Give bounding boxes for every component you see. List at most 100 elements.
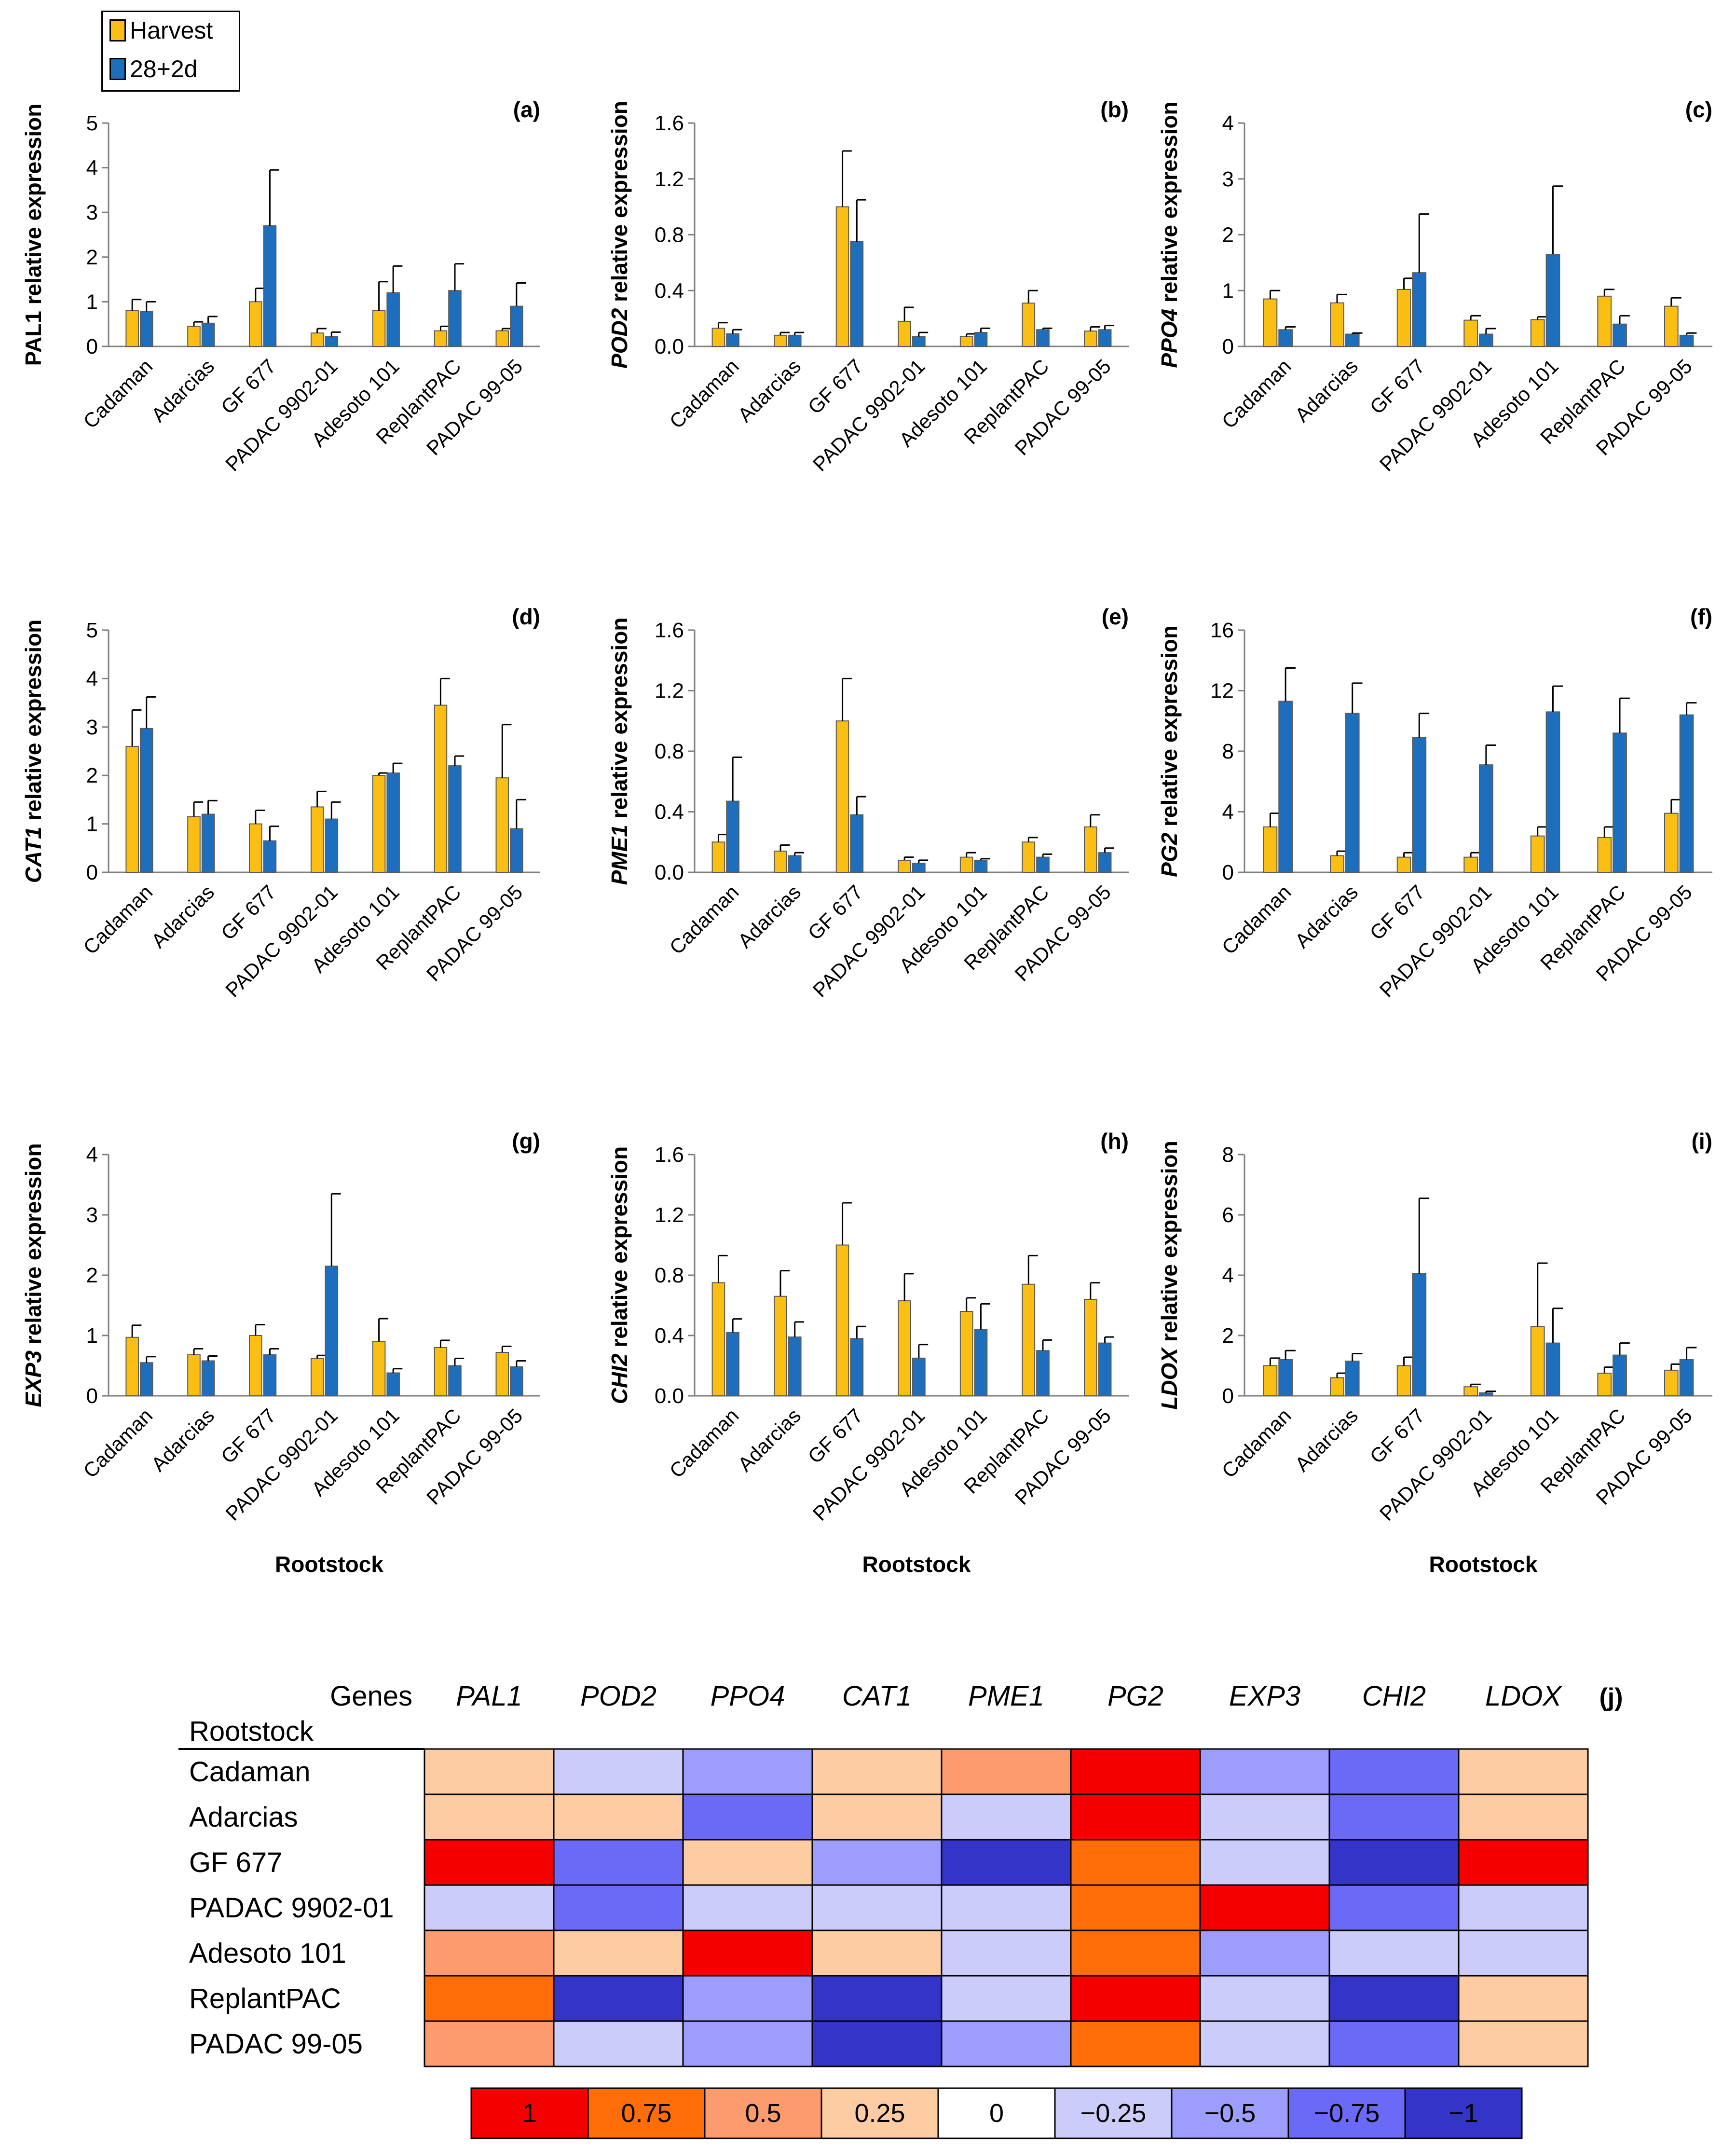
y-axis-label-6: PG2 relative expression bbox=[1157, 625, 1182, 877]
bar-Harvest-3 bbox=[1597, 295, 1612, 347]
bar-282d-1 bbox=[201, 322, 215, 347]
heatmap-column-header: PG2 bbox=[1107, 1680, 1163, 1712]
bar-Harvest-9 bbox=[1463, 1386, 1478, 1396]
color-scale-label: 0.5 bbox=[745, 2099, 781, 2128]
x-tick-label-1: GF 677 bbox=[217, 355, 280, 418]
legend-item-28-2d: 28+2d bbox=[109, 55, 197, 83]
heatmap-cell bbox=[941, 1884, 1072, 1931]
y-axis-label-rest: relative expression bbox=[21, 1143, 46, 1350]
x-tick-label-8: Adarcias bbox=[733, 1404, 805, 1476]
bar-Harvest-7 bbox=[125, 1336, 139, 1396]
bar-282d-8 bbox=[726, 1332, 740, 1396]
bar-Harvest-9 bbox=[1530, 1326, 1545, 1396]
panel-label-7: (g) bbox=[512, 1129, 540, 1154]
y-tick-label-7: 2 bbox=[86, 1264, 98, 1287]
heatmap-cell bbox=[1328, 1793, 1460, 1841]
y-tick-label-1: 1 bbox=[86, 290, 98, 314]
bar-Harvest-8 bbox=[835, 1244, 849, 1396]
heatmap-cell bbox=[682, 1975, 813, 2022]
y-tick-label-8: 0.4 bbox=[655, 1324, 684, 1348]
x-tick-label-7: Cadaman bbox=[79, 1404, 157, 1482]
x-tick-label-3: GF 677 bbox=[1366, 355, 1429, 418]
y-axis-label-rest: relative expression bbox=[607, 618, 632, 825]
heatmap-cell bbox=[1328, 1748, 1460, 1795]
bar-Harvest-9 bbox=[1330, 1377, 1344, 1396]
y-tick-label-6: 4 bbox=[1222, 800, 1234, 824]
heatmap-cell bbox=[941, 1975, 1072, 2022]
color-scale-swatch bbox=[470, 2087, 589, 2139]
heatmap-cell bbox=[682, 1929, 813, 1977]
y-tick-label-7: 3 bbox=[86, 1203, 98, 1227]
bar-Harvest-6 bbox=[1330, 855, 1344, 873]
color-scale-swatch bbox=[1404, 2087, 1523, 2139]
y-tick-label-4: 2 bbox=[86, 764, 98, 787]
heatmap-cell bbox=[1070, 1839, 1201, 1886]
y-tick-label-6: 8 bbox=[1222, 740, 1234, 763]
heatmap-corner-rootstock: Rootstock bbox=[189, 1716, 314, 1747]
y-tick-label-7: 0 bbox=[86, 1384, 98, 1408]
y-tick-label-5: 1.6 bbox=[655, 619, 684, 642]
bar-282d-9 bbox=[1479, 1392, 1493, 1396]
x-tick-label-9: Cadaman bbox=[1217, 1404, 1296, 1482]
bar-Harvest-6 bbox=[1664, 812, 1679, 873]
legend-label-28-2d: 28+2d bbox=[130, 55, 198, 83]
heatmap-cell bbox=[941, 2020, 1072, 2067]
bar-282d-3 bbox=[1679, 334, 1694, 347]
x-tick-label-6: Cadaman bbox=[1217, 881, 1296, 959]
y-tick-label-4: 0 bbox=[86, 861, 98, 884]
legend-label-harvest: Harvest bbox=[130, 17, 213, 44]
bar-Harvest-8 bbox=[959, 1311, 973, 1396]
heatmap-cell bbox=[553, 2020, 684, 2067]
heatmap-cell bbox=[1070, 1793, 1201, 1841]
bar-Harvest-4 bbox=[249, 823, 262, 873]
y-axis-label-gene: POD2 bbox=[607, 308, 632, 369]
bar-Harvest-2 bbox=[711, 328, 725, 347]
bar-282d-6 bbox=[1479, 764, 1493, 873]
bar-282d-4 bbox=[448, 765, 462, 873]
heatmap-cell bbox=[1070, 1884, 1201, 1931]
y-tick-label-3: 0 bbox=[1222, 335, 1234, 358]
chart-legend: Harvest 28+2d bbox=[101, 11, 240, 92]
color-scale-label: 0.75 bbox=[621, 2099, 671, 2128]
x-tick-label-7: Adarcias bbox=[147, 1404, 219, 1476]
heatmap-cell bbox=[424, 1884, 555, 1931]
bar-282d-6 bbox=[1345, 713, 1360, 873]
panel-label-10: (j) bbox=[1599, 1683, 1623, 1711]
heatmap-cell bbox=[553, 1884, 684, 1931]
bar-282d-7 bbox=[448, 1365, 462, 1396]
y-axis-label-rest: relative expression bbox=[21, 104, 46, 311]
bar-282d-9 bbox=[1679, 1359, 1694, 1396]
y-tick-label-2: 1.6 bbox=[655, 111, 684, 135]
bar-Harvest-8 bbox=[1084, 1299, 1097, 1396]
bar-282d-2 bbox=[850, 241, 864, 347]
x-tick-label-1: PADAC 9902-01 bbox=[221, 355, 342, 476]
bar-282d-2 bbox=[726, 333, 740, 347]
bar-Harvest-4 bbox=[372, 775, 386, 873]
x-tick-label-2: Adarcias bbox=[733, 355, 805, 427]
heatmap-cell bbox=[1199, 1884, 1330, 1931]
x-tick-label-9: GF 677 bbox=[1366, 1404, 1429, 1468]
heatmap-column-header: CAT1 bbox=[842, 1680, 912, 1712]
heatmap-cell bbox=[553, 1975, 684, 2022]
y-axis-label-1: PAL1 relative expression bbox=[21, 104, 46, 366]
y-tick-label-6: 0 bbox=[1222, 861, 1234, 884]
heatmap-cell bbox=[941, 1793, 1072, 1841]
color-scale-swatch bbox=[1054, 2087, 1173, 2139]
legend-swatch-harvest bbox=[109, 19, 126, 41]
heatmap-cell bbox=[682, 2020, 813, 2067]
heatmap-cell bbox=[811, 2020, 943, 2067]
y-axis-label-rest: relative expression bbox=[1157, 625, 1182, 833]
bar-282d-2 bbox=[974, 332, 988, 347]
heatmap-cell bbox=[1458, 2020, 1589, 2067]
x-tick-label-3: PADAC 9902-01 bbox=[1375, 355, 1496, 476]
bar-Harvest-7 bbox=[249, 1335, 262, 1396]
y-axis-label-rest: relative expression bbox=[1157, 1141, 1182, 1348]
y-tick-label-2: 0.0 bbox=[655, 335, 684, 358]
heatmap-cell bbox=[424, 2020, 555, 2067]
x-tick-label-2: Cadaman bbox=[665, 355, 743, 433]
bar-Harvest-2 bbox=[774, 334, 787, 347]
heatmap-cell bbox=[553, 1748, 684, 1795]
y-axis-label-2: POD2 relative expression bbox=[607, 101, 632, 369]
heatmap-cell bbox=[1070, 2020, 1201, 2067]
